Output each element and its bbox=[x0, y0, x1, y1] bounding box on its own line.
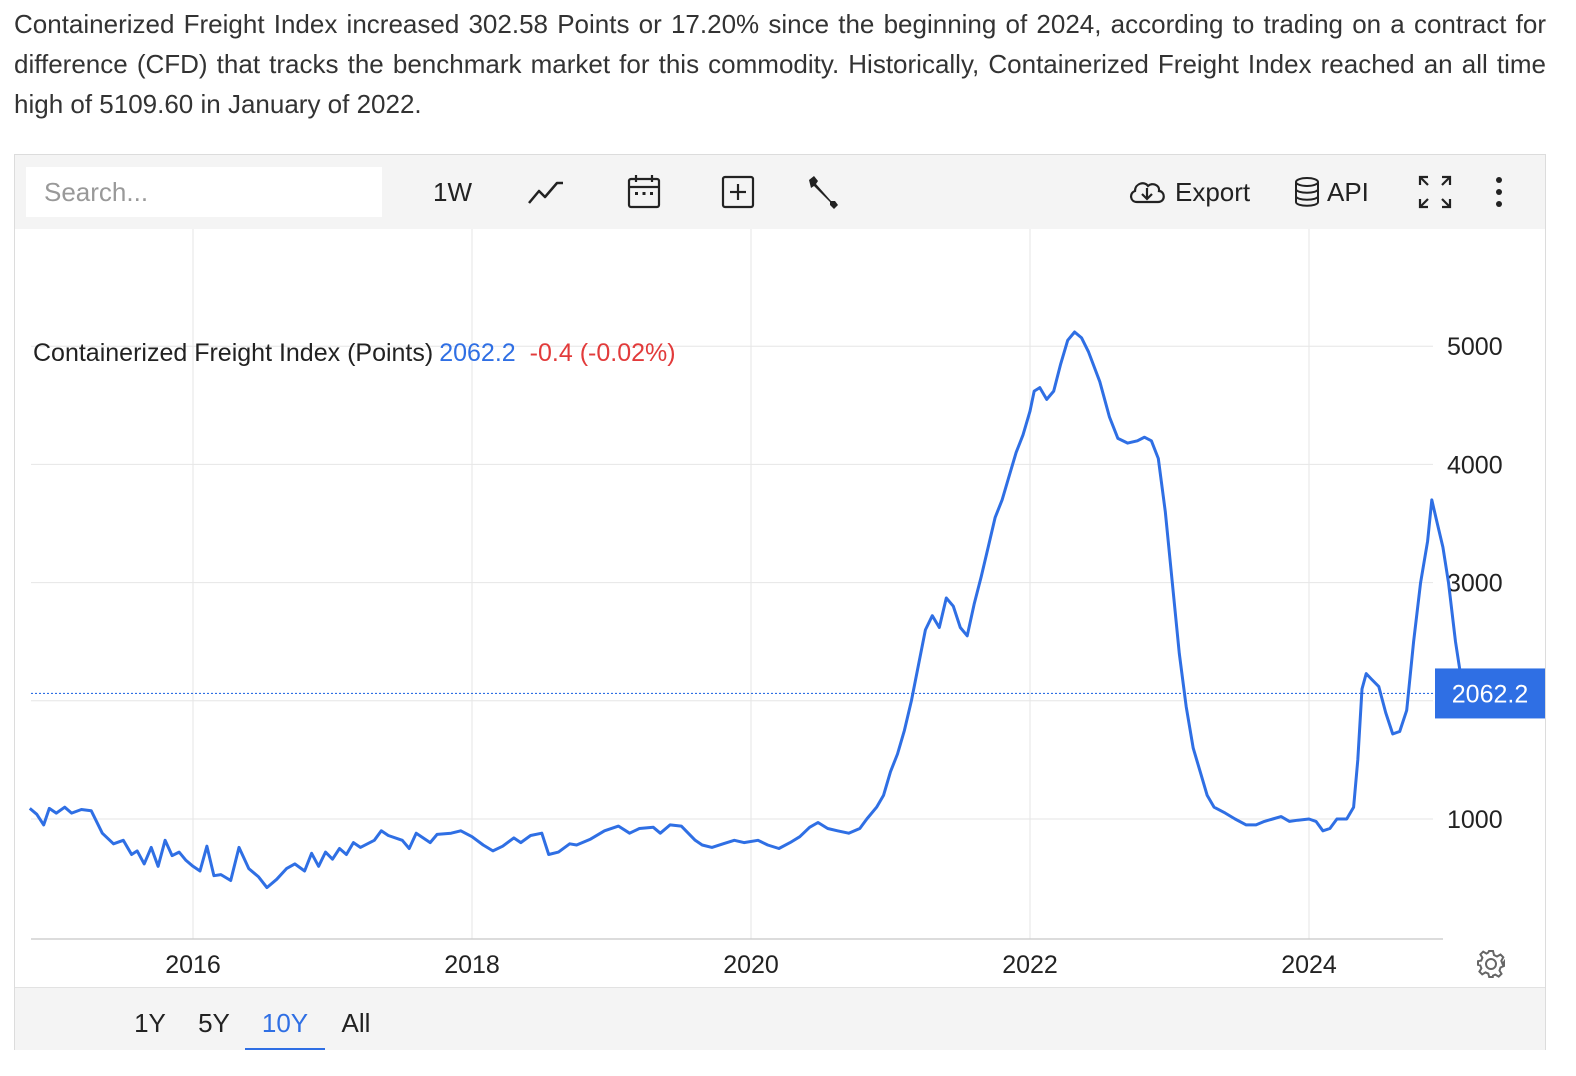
range-5y-button[interactable]: 5Y bbox=[198, 1008, 230, 1038]
legend-price: 2062.2 bbox=[439, 339, 516, 367]
chart-toolbar: 1W bbox=[15, 155, 1545, 229]
range-1y-button[interactable]: 1Y bbox=[134, 1008, 166, 1038]
fullscreen-button[interactable] bbox=[1417, 167, 1453, 217]
y-tick-label: 1000 bbox=[1447, 806, 1503, 834]
line-chart[interactable]: 2016 2018 2020 2022 2024 1000 3000 4000 5000 2062… bbox=[15, 229, 1545, 987]
last-value-tag bbox=[1435, 668, 1545, 719]
x-tick-label: 2024 bbox=[1281, 951, 1337, 979]
date-range-button[interactable] bbox=[627, 167, 661, 217]
api-label: API bbox=[1327, 176, 1369, 207]
x-tick-label: 2016 bbox=[165, 951, 221, 979]
x-tick-label: 2022 bbox=[1002, 951, 1058, 979]
gear-icon[interactable] bbox=[1476, 949, 1506, 979]
interval-button[interactable]: 1W bbox=[433, 167, 472, 217]
search-input[interactable] bbox=[26, 167, 382, 217]
line-chart-icon bbox=[528, 181, 563, 204]
chart-widget: 1W bbox=[14, 154, 1546, 1050]
range-selector: 1Y 5Y 10Y All bbox=[15, 987, 1545, 1050]
more-vertical-icon bbox=[1496, 177, 1502, 207]
intro-paragraph: Containerized Freight Index increased 30… bbox=[14, 9, 1546, 119]
chart-type-button[interactable] bbox=[527, 167, 565, 217]
x-tick-label: 2020 bbox=[723, 951, 779, 979]
api-button[interactable]: API bbox=[1293, 167, 1369, 217]
cloud-download-icon bbox=[1130, 182, 1165, 204]
more-options-button[interactable] bbox=[1493, 167, 1505, 217]
database-icon bbox=[1295, 177, 1319, 207]
legend-series-name: Containerized Freight Index (Points) bbox=[33, 339, 434, 367]
interval-label: 1W bbox=[433, 176, 472, 207]
y-tick-label: 3000 bbox=[1447, 570, 1503, 598]
y-tick-label: 5000 bbox=[1447, 333, 1503, 361]
x-tick-label: 2018 bbox=[444, 951, 500, 979]
chart-area[interactable]: 2016 2018 2020 2022 2024 1000 3000 4000 5000 2062… bbox=[15, 229, 1545, 987]
range-all-button[interactable]: All bbox=[341, 1008, 371, 1038]
calendar-icon bbox=[627, 175, 661, 209]
range-10y-button[interactable]: 10Y bbox=[245, 988, 325, 1050]
settings-tool-button[interactable] bbox=[805, 167, 839, 217]
last-value-label: 2062.2 bbox=[1452, 680, 1528, 708]
fullscreen-icon bbox=[1418, 175, 1452, 209]
series-line bbox=[28, 330, 1468, 890]
legend-change: -0.4 (-0.02%) bbox=[529, 339, 676, 367]
y-tick-label: 4000 bbox=[1447, 451, 1503, 479]
export-button[interactable]: Export bbox=[1127, 167, 1250, 217]
wrench-icon bbox=[809, 176, 838, 209]
export-label: Export bbox=[1175, 176, 1251, 207]
chart-legend: Containerized Freight Index (Points) 2062… bbox=[33, 339, 676, 368]
compare-button[interactable] bbox=[721, 167, 755, 217]
add-box-icon bbox=[721, 175, 755, 209]
